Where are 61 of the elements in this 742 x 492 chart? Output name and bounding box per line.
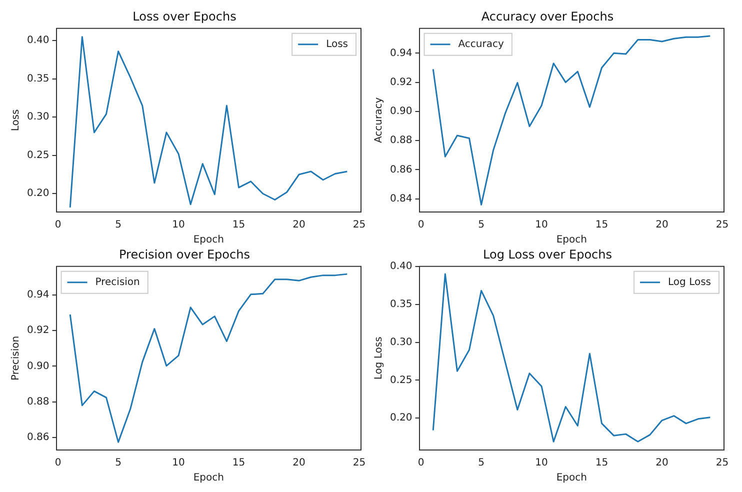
y-tick-label: 0.35 bbox=[27, 73, 50, 84]
x-axis-title: Epoch bbox=[556, 472, 587, 484]
y-tick-label: 0.20 bbox=[27, 188, 50, 200]
x-tick-label: 0 bbox=[418, 220, 424, 231]
x-tick-label: 25 bbox=[352, 458, 366, 469]
y-tick-label: 0.25 bbox=[27, 150, 50, 161]
y-tick-label: 0.92 bbox=[27, 325, 50, 336]
x-tick-label: 10 bbox=[172, 220, 185, 231]
x-tick-label: 5 bbox=[115, 220, 122, 231]
x-tick-label: 0 bbox=[54, 220, 62, 231]
legend-label: Precision bbox=[95, 276, 140, 288]
x-tick-label: 15 bbox=[232, 220, 246, 231]
x-tick-label: 20 bbox=[292, 458, 306, 469]
x-tick-label: 25 bbox=[716, 220, 729, 231]
x-tick-label: 0 bbox=[418, 458, 424, 469]
y-tick-label: 0.25 bbox=[390, 374, 412, 386]
legend-label: Log Loss bbox=[668, 276, 712, 288]
y-tick-label: 0.40 bbox=[390, 260, 412, 272]
x-tick-label: 20 bbox=[656, 220, 668, 231]
x-tick-label: 25 bbox=[716, 458, 729, 469]
x-tick-label: 25 bbox=[352, 220, 366, 231]
x-tick-label: 5 bbox=[115, 458, 122, 469]
x-tick-label: 20 bbox=[656, 458, 668, 469]
y-tick-label: 0.90 bbox=[390, 106, 412, 118]
x-tick-label: 10 bbox=[535, 220, 548, 231]
legend-label: Loss bbox=[326, 38, 348, 50]
x-tick-label: 15 bbox=[595, 458, 608, 469]
y-tick-label: 0.88 bbox=[27, 396, 50, 408]
legend-label: Accuracy bbox=[458, 38, 504, 50]
x-tick-label: 5 bbox=[478, 458, 484, 469]
y-tick-label: 0.86 bbox=[27, 432, 50, 444]
x-tick-label: 20 bbox=[292, 220, 306, 231]
y-tick-label: 0.94 bbox=[390, 48, 412, 59]
x-tick-label: 0 bbox=[54, 458, 62, 469]
x-axis-title: Epoch bbox=[193, 472, 224, 484]
y-tick-label: 0.88 bbox=[390, 135, 412, 146]
x-axis-title: Epoch bbox=[556, 234, 587, 246]
chart-title: Precision over Epochs bbox=[119, 247, 250, 262]
x-tick-label: 10 bbox=[172, 458, 185, 469]
y-axis-title: Precision bbox=[10, 336, 22, 381]
chart-title: Accuracy over Epochs bbox=[481, 9, 614, 24]
y-tick-label: 0.40 bbox=[27, 35, 50, 46]
x-tick-label: 10 bbox=[535, 458, 548, 469]
y-tick-label: 0.90 bbox=[27, 360, 50, 372]
y-tick-label: 0.20 bbox=[390, 412, 412, 424]
x-tick-label: 5 bbox=[478, 220, 484, 231]
y-axis-title: Log Loss bbox=[374, 336, 385, 380]
y-tick-label: 0.84 bbox=[390, 193, 412, 204]
y-tick-label: 0.30 bbox=[27, 112, 50, 123]
chart-title: Log Loss over Epochs bbox=[483, 247, 612, 262]
y-tick-label: 0.86 bbox=[390, 164, 412, 176]
y-tick-label: 0.30 bbox=[390, 336, 412, 348]
x-tick-label: 15 bbox=[595, 220, 608, 231]
y-tick-label: 0.35 bbox=[390, 298, 412, 310]
x-tick-label: 15 bbox=[232, 458, 246, 469]
y-tick-label: 0.94 bbox=[27, 290, 50, 301]
chart-title: Loss over Epochs bbox=[132, 9, 236, 24]
y-axis-title: Loss bbox=[10, 109, 22, 132]
x-axis-title: Epoch bbox=[193, 234, 224, 246]
y-tick-label: 0.92 bbox=[390, 76, 412, 88]
y-axis-title: Accuracy bbox=[374, 97, 385, 144]
